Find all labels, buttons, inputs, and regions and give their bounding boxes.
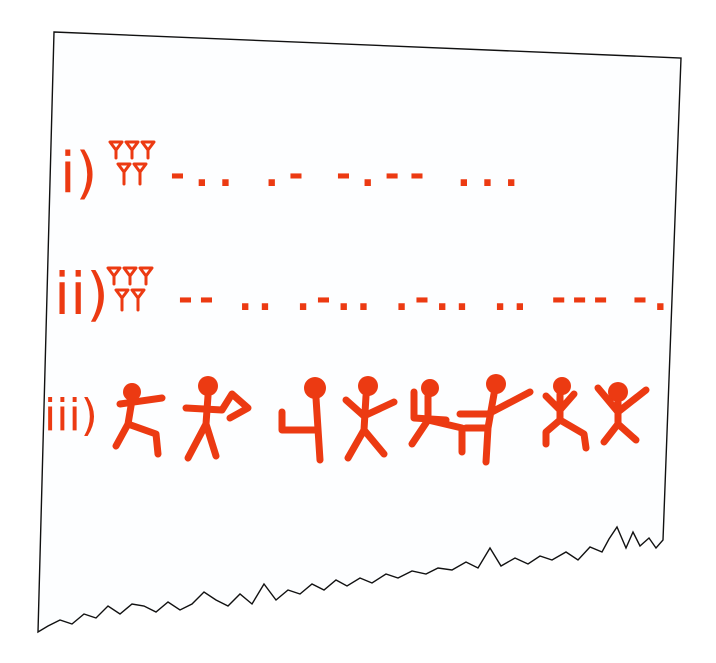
paper-sheet (37, 31, 682, 634)
dancer-figure (594, 382, 650, 446)
row-2-label: ii) (54, 260, 109, 328)
dancer-figure (542, 377, 590, 452)
dancer-figure (342, 376, 398, 462)
cuneiform-icon (108, 140, 156, 186)
dancer-figure (182, 376, 252, 462)
dancer-figure (278, 377, 326, 464)
dancer-figure (408, 379, 466, 456)
row-1-label: i) (60, 141, 97, 206)
dancer-figure (112, 383, 166, 458)
row-3-label: iii) (44, 390, 98, 441)
dancing-men-cipher (112, 374, 650, 466)
row-2-morse: -- .. .-.. .-.. .. --- -. (178, 278, 673, 319)
row-1-morse: -.. .- -.-- ... (170, 154, 528, 195)
dancer-figure (456, 374, 534, 466)
cuneiform-icon (106, 266, 154, 312)
